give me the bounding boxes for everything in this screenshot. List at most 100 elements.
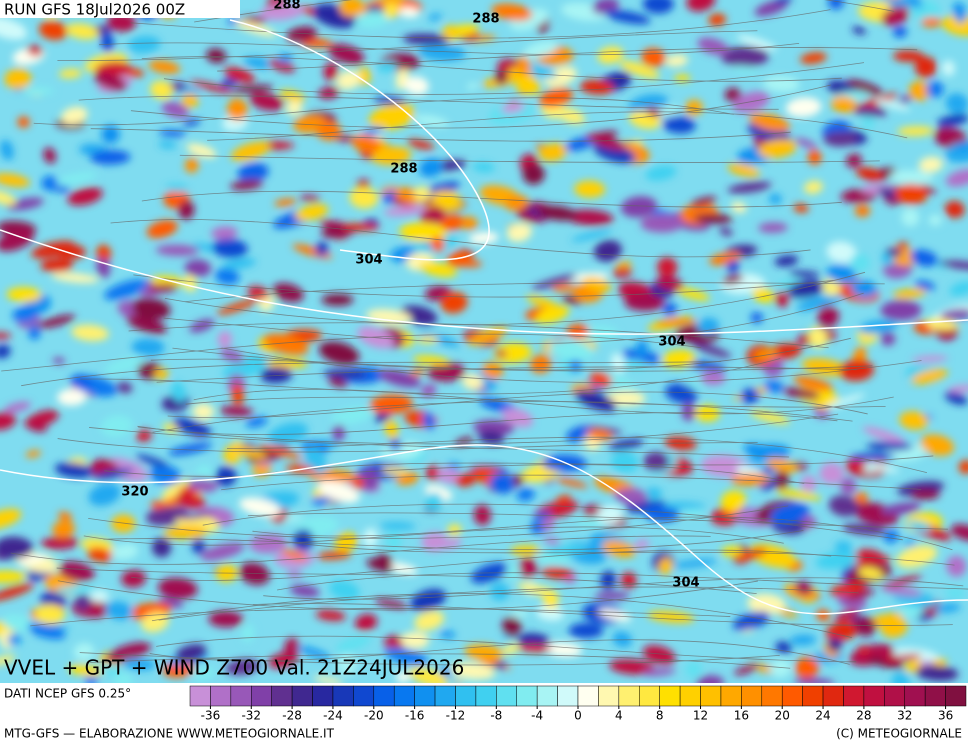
- colorbar-tick-label: 36: [938, 709, 953, 723]
- field-blob: [208, 611, 244, 628]
- field-blob: [644, 487, 663, 500]
- field-blob: [6, 287, 42, 302]
- streamline: [184, 282, 885, 303]
- field-blob: [846, 79, 883, 95]
- field-blob: [189, 80, 234, 94]
- field-blob: [159, 597, 184, 608]
- colorbar-swatch: [802, 685, 824, 707]
- field-blob: [582, 277, 612, 292]
- field-blob: [296, 646, 331, 659]
- field-blob: [586, 429, 613, 441]
- field-blob: [4, 401, 31, 413]
- streamline: [207, 111, 908, 141]
- field-blob: [330, 406, 373, 425]
- field-blob: [73, 642, 95, 661]
- field-blob: [953, 1, 967, 24]
- streamline: [128, 322, 829, 349]
- field-blob: [418, 44, 466, 62]
- field-blob: [880, 617, 908, 638]
- field-blob: [384, 647, 428, 666]
- field-blob: [774, 291, 790, 307]
- field-blob: [293, 529, 314, 551]
- field-blob: [694, 404, 721, 422]
- field-blob: [854, 549, 885, 565]
- field-blob: [20, 87, 55, 95]
- colorbar-swatch: [455, 685, 477, 707]
- field-blob: [885, 248, 903, 257]
- field-blob: [206, 48, 227, 64]
- field-blob: [796, 294, 842, 312]
- field-blob: [727, 163, 760, 177]
- field-blob: [184, 259, 212, 277]
- field-blob: [162, 660, 195, 678]
- streamline: [104, 464, 805, 485]
- field-blob: [230, 179, 264, 190]
- colorbar-swatch: [761, 685, 783, 707]
- field-blob: [158, 140, 177, 149]
- streamline: [252, 603, 953, 626]
- field-blob: [763, 380, 785, 393]
- field-blob: [642, 0, 674, 14]
- field-blob: [671, 558, 718, 569]
- field-blob: [816, 609, 831, 622]
- colorbar-swatch: [312, 685, 334, 707]
- colorbar-swatch: [945, 685, 967, 707]
- field-blob: [371, 146, 412, 166]
- colorbar-swatch: [516, 685, 538, 707]
- colorbar-tick-label: 16: [734, 709, 749, 723]
- field-blob: [362, 468, 379, 491]
- colorbar-swatch: [210, 685, 232, 707]
- field-blob: [420, 205, 446, 227]
- colorbar-tick-label: 4: [615, 709, 623, 723]
- field-blob: [501, 102, 525, 114]
- field-blob: [934, 603, 961, 614]
- field-blob: [794, 656, 819, 679]
- field-blob: [827, 637, 843, 652]
- field-blob: [148, 60, 181, 74]
- field-blob: [494, 70, 508, 85]
- field-blob: [855, 167, 884, 181]
- field-blob: [894, 183, 928, 205]
- colorbar-swatch: [822, 685, 844, 707]
- field-blob: [31, 240, 76, 259]
- field-blob: [950, 524, 968, 542]
- contour-label: 304: [658, 335, 685, 350]
- field-blob: [4, 24, 24, 32]
- field-blob: [191, 667, 216, 681]
- field-blob: [366, 558, 394, 572]
- field-blob: [944, 587, 967, 599]
- field-blob: [101, 125, 120, 144]
- field-blob: [552, 283, 576, 292]
- field-blob: [543, 642, 583, 657]
- field-blob: [624, 294, 666, 311]
- field-blob: [656, 257, 678, 278]
- field-blob: [111, 543, 139, 560]
- colorbar-tick-label: -8: [490, 709, 502, 723]
- field-blob: [0, 655, 16, 666]
- field-blob: [774, 255, 799, 267]
- streamline: [33, 97, 734, 126]
- field-blob: [586, 133, 626, 151]
- streamline: [277, 572, 968, 591]
- field-blob: [502, 408, 534, 428]
- field-blob: [941, 14, 968, 37]
- field-blob: [478, 430, 505, 445]
- field-blob: [284, 637, 300, 659]
- field-blob: [949, 281, 968, 296]
- field-blob: [623, 359, 647, 370]
- colorbar-tick-label: 24: [815, 709, 830, 723]
- colorbar-swatch: [884, 685, 905, 707]
- field-blob: [0, 536, 34, 559]
- field-blob: [68, 664, 103, 677]
- credit: MTG-GFS — ELABORAZIONE WWW.METEOGIORNALE…: [4, 727, 335, 741]
- field-blob: [440, 291, 468, 314]
- field-blob: [43, 147, 56, 164]
- field-blob: [690, 196, 717, 207]
- field-blob: [908, 80, 931, 101]
- field-blob: [911, 368, 948, 385]
- field-blob: [614, 488, 648, 505]
- field-blob: [655, 276, 684, 291]
- field-blob: [311, 496, 330, 506]
- field-blob: [243, 57, 273, 69]
- field-blob: [466, 82, 479, 90]
